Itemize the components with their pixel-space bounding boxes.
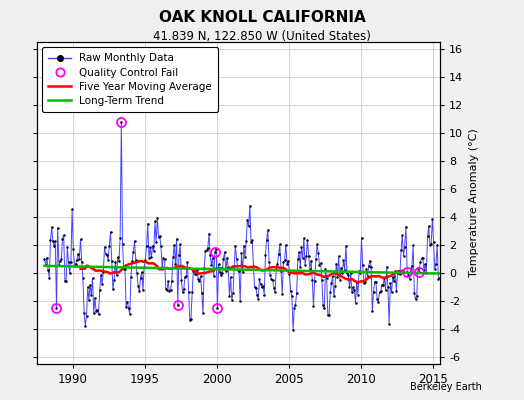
- Y-axis label: Temperature Anomaly (°C): Temperature Anomaly (°C): [469, 129, 479, 277]
- Text: OAK KNOLL CALIFORNIA: OAK KNOLL CALIFORNIA: [159, 10, 365, 25]
- Legend: Raw Monthly Data, Quality Control Fail, Five Year Moving Average, Long-Term Tren: Raw Monthly Data, Quality Control Fail, …: [42, 47, 219, 112]
- Text: Berkeley Earth: Berkeley Earth: [410, 382, 482, 392]
- Text: 41.839 N, 122.850 W (United States): 41.839 N, 122.850 W (United States): [153, 30, 371, 43]
